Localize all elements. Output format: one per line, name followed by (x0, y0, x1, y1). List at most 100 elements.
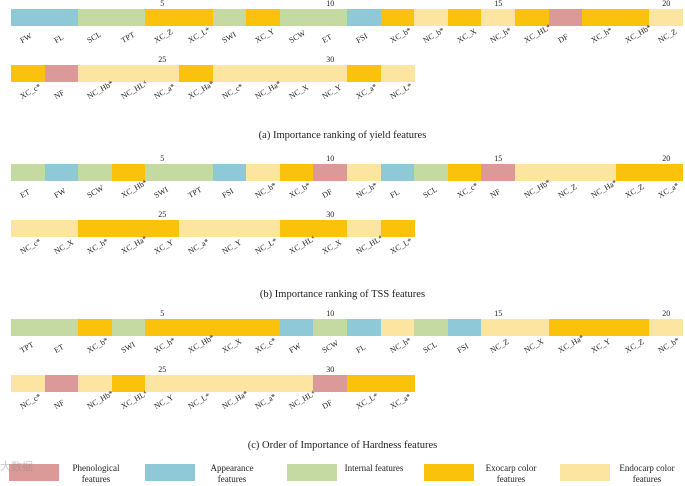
feature-cell (212, 164, 247, 181)
feature-cell (582, 319, 617, 336)
feature-label: NC_X (52, 237, 75, 256)
feature-cell (11, 164, 46, 181)
feature-cell (347, 375, 382, 392)
feature-cell (313, 319, 348, 336)
feature-label: NC_b* (421, 25, 447, 45)
feature-label: ET (320, 32, 334, 45)
feature-label: XC_X (320, 237, 344, 256)
feature-label: SCL (85, 29, 103, 45)
feature-label: NC_Z (556, 182, 578, 200)
feature-cell (649, 9, 684, 26)
feature-label: NC_h* (354, 180, 380, 200)
feature-cell (145, 220, 180, 237)
feature-cell (78, 319, 113, 336)
feature-label: FW (18, 31, 34, 45)
rank-number: 15 (494, 154, 503, 163)
feature-label: XC_h* (85, 236, 111, 256)
feature-label: FSI (354, 31, 370, 45)
feature-label: NF (488, 187, 503, 200)
feature-cell (515, 9, 550, 26)
feature-cell (179, 164, 214, 181)
feature-label: NC_L* (388, 81, 414, 101)
feature-label: NC_h* (488, 25, 514, 45)
feature-label: XC_Z (152, 27, 175, 45)
feature-cell (380, 319, 415, 336)
feature-label: SWI (152, 184, 171, 200)
feature-cell (313, 220, 348, 237)
feature-cell (313, 9, 348, 26)
feature-cell (145, 319, 180, 336)
rank-number: 10 (326, 309, 335, 318)
feature-cell (11, 65, 46, 82)
rank-number: 30 (326, 55, 335, 64)
rank-number: 15 (494, 309, 503, 318)
feature-cell (44, 164, 79, 181)
feature-cell (649, 164, 684, 181)
feature-cell (447, 164, 482, 181)
legend-label: Endocarp color features (619, 463, 675, 485)
feature-label: XC_Ha* (186, 78, 216, 101)
feature-label: NC_Ha* (253, 78, 283, 101)
feature-cell (145, 9, 180, 26)
feature-label: NC_HL* (287, 388, 318, 411)
feature-label: SCW (287, 28, 307, 45)
feature-cell (246, 164, 281, 181)
feature-cell (582, 164, 617, 181)
feature-cell (78, 164, 113, 181)
feature-label: NC_a* (152, 81, 178, 101)
rank-number: 5 (160, 0, 165, 8)
feature-label: XC_a* (388, 391, 413, 411)
feature-label: SCL (421, 339, 439, 355)
feature-cell (615, 164, 650, 181)
rank-number: 30 (326, 210, 335, 219)
feature-cell (481, 319, 516, 336)
feature-cell (246, 9, 281, 26)
rank-number: 5 (160, 309, 165, 318)
rank-number: 30 (326, 365, 335, 374)
feature-cell (515, 164, 550, 181)
feature-label: XC_Z (623, 182, 646, 200)
feature-label: NC_a* (186, 236, 211, 256)
legend-swatch (424, 464, 474, 481)
feature-cell (212, 375, 247, 392)
legend-swatch (560, 464, 610, 481)
feature-label: XC_b* (388, 25, 413, 45)
feature-label: XC_a* (354, 81, 379, 101)
feature-cell (78, 65, 113, 82)
feature-label: XC_HL* (287, 233, 318, 256)
feature-cell (481, 9, 516, 26)
feature-label: TPT (18, 340, 36, 355)
feature-cell (246, 319, 281, 336)
feature-cell (111, 9, 146, 26)
rank-number: 5 (160, 154, 165, 163)
feature-label: XC_Y (152, 237, 176, 256)
feature-cell (380, 65, 415, 82)
feature-label: DF (320, 398, 335, 411)
feature-cell (347, 65, 382, 82)
feature-label: NC_c* (18, 391, 43, 411)
feature-cell (44, 65, 79, 82)
feature-cell (615, 9, 650, 26)
feature-label: XC_X (455, 26, 478, 45)
feature-cell (313, 375, 348, 392)
feature-label: NC_Z (656, 27, 679, 45)
feature-label: NC_a* (253, 391, 278, 411)
feature-cell (78, 375, 113, 392)
feature-label: NC_X (522, 336, 546, 355)
feature-cell (179, 65, 214, 82)
feature-cell (279, 375, 314, 392)
feature-cell (615, 319, 650, 336)
feature-label: FL (354, 342, 368, 355)
feature-label: XC_Y (253, 26, 277, 45)
feature-label: XC_L* (388, 236, 414, 256)
feature-cell (11, 220, 46, 237)
panel-caption: (b) Importance ranking of TSS features (259, 289, 426, 300)
feature-label: DF (320, 187, 335, 200)
feature-cell (481, 164, 516, 181)
rank-number: 20 (662, 0, 671, 8)
feature-label: SWI (119, 339, 137, 355)
feature-label: XC_Hb* (186, 332, 217, 355)
rank-number: 10 (326, 154, 335, 163)
feature-label: NC_Y (220, 237, 243, 256)
feature-cell (347, 220, 382, 237)
